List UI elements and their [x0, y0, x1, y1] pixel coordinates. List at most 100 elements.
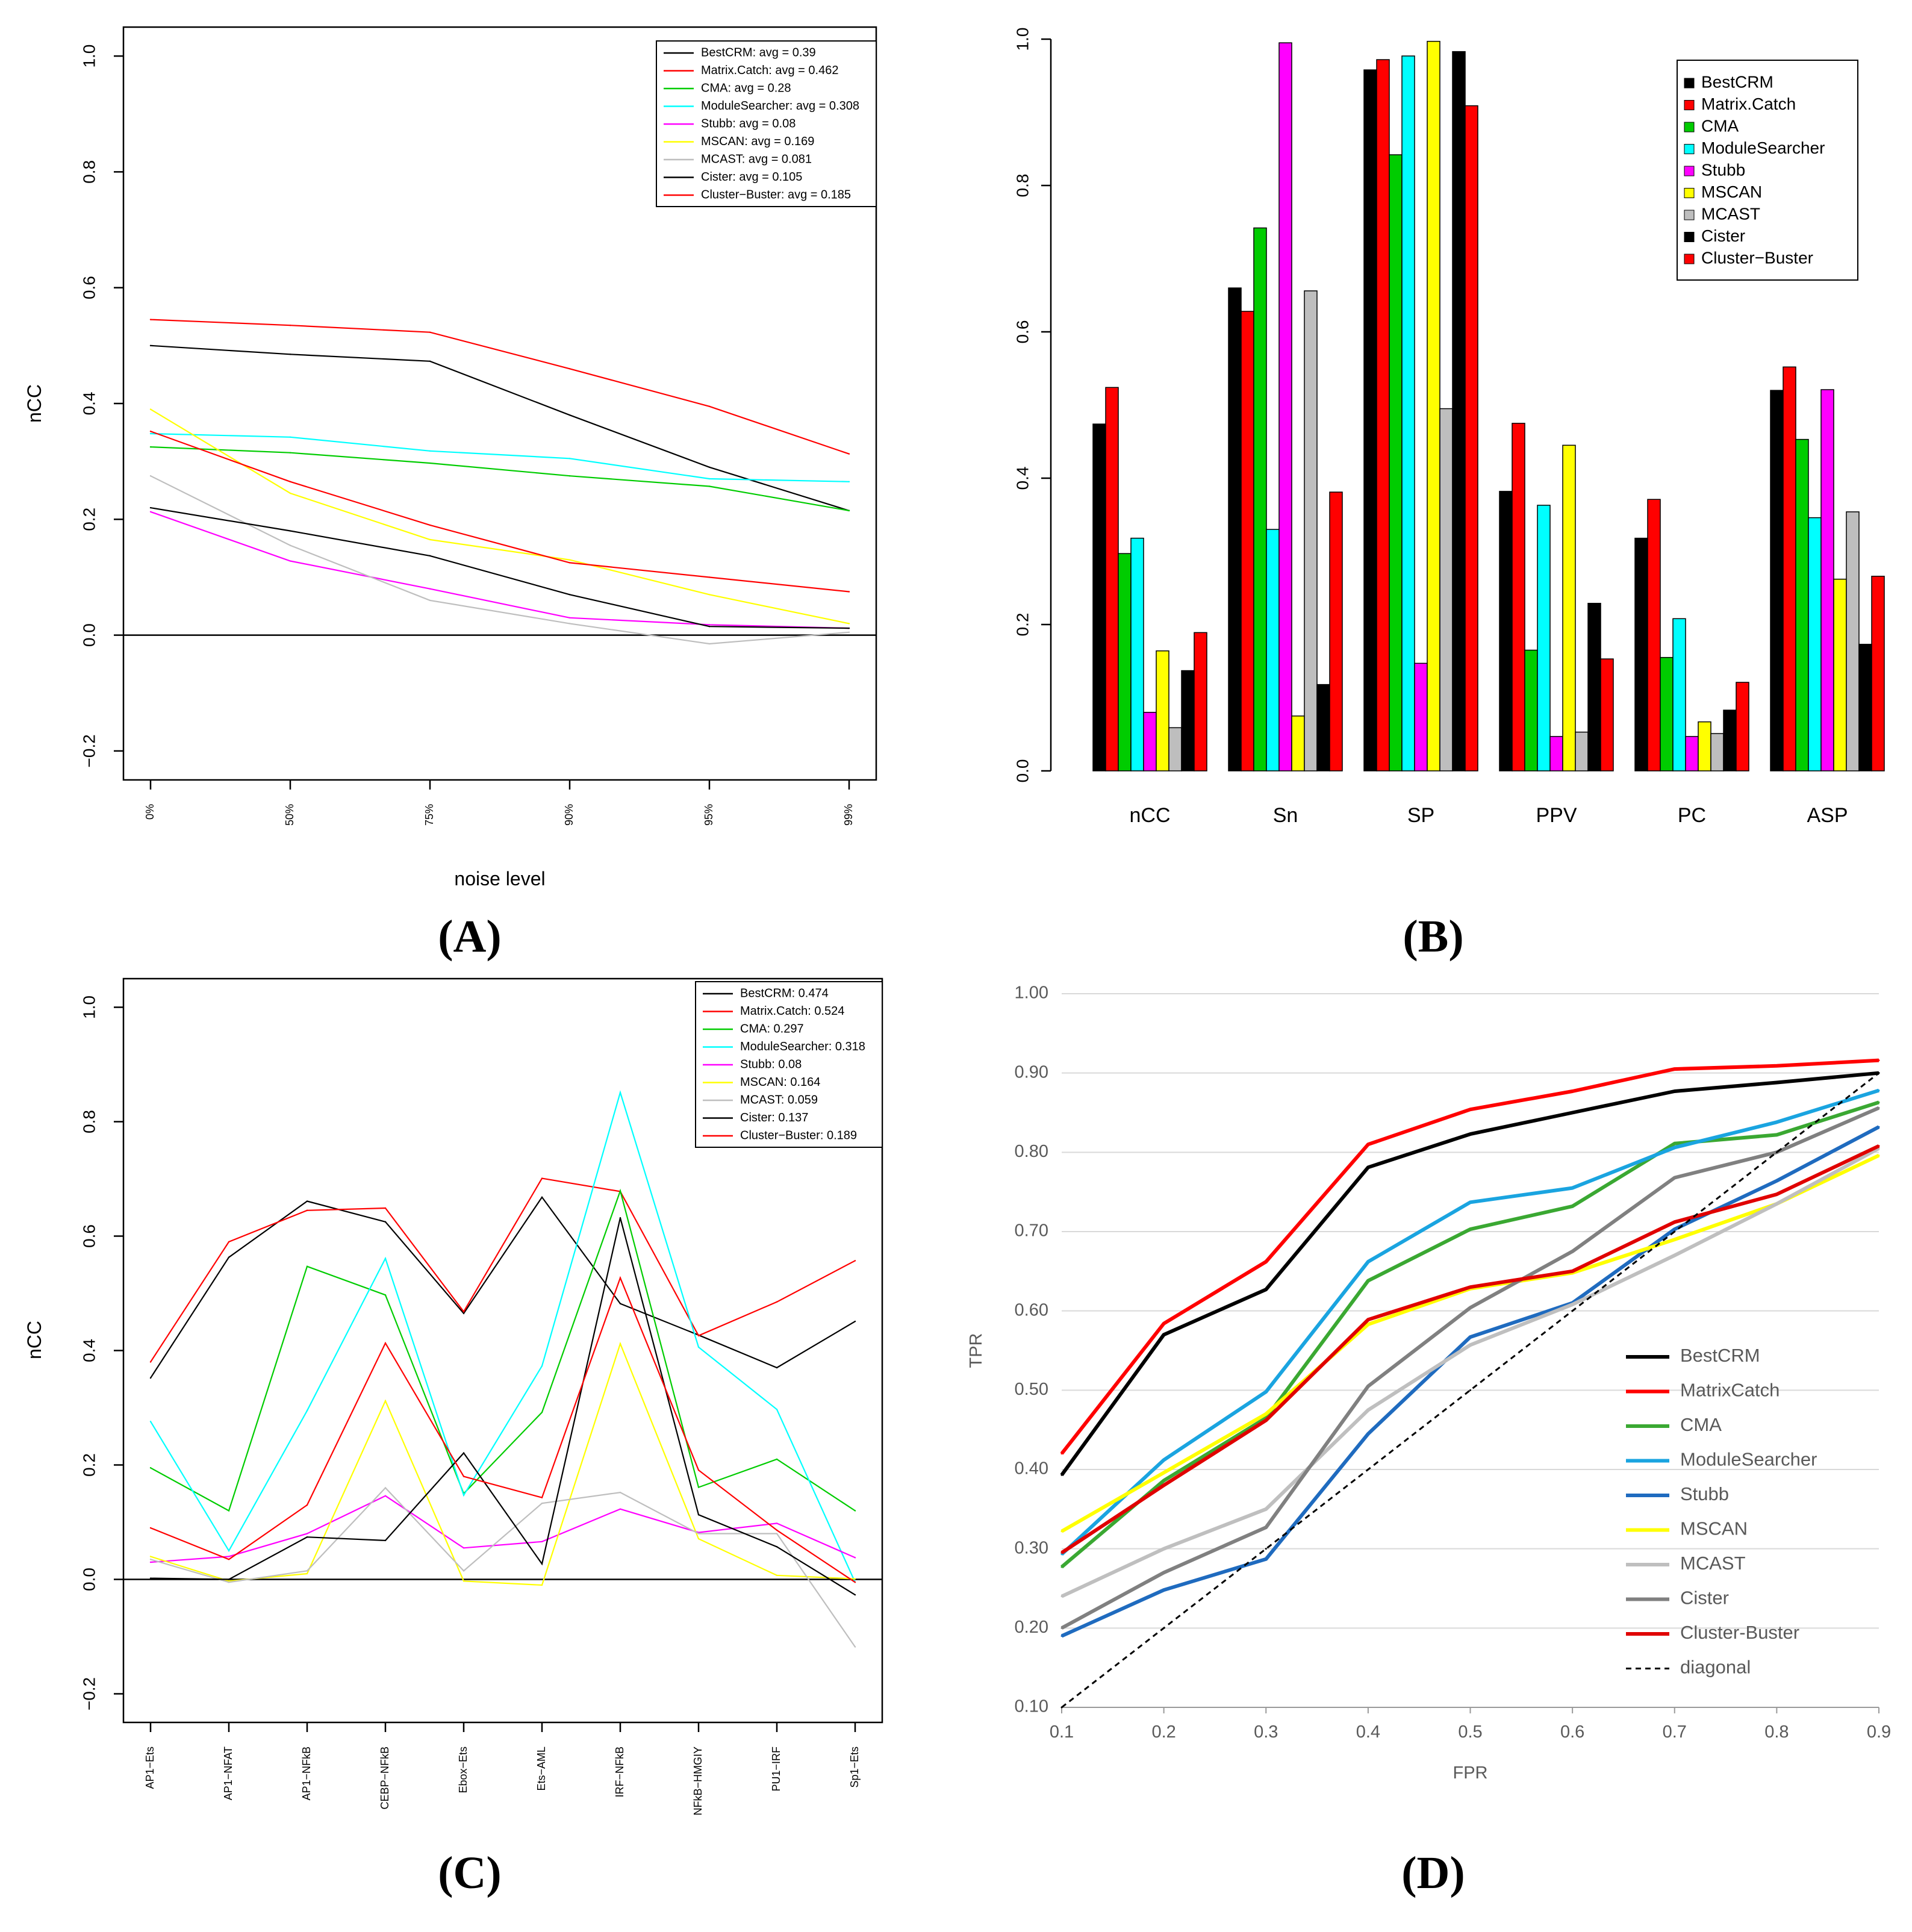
- y-tick-label: 1.0: [1013, 28, 1032, 51]
- data-point: [228, 1241, 230, 1243]
- data-point: [429, 588, 431, 590]
- data-point: [541, 1177, 543, 1179]
- data-point: [541, 1563, 543, 1565]
- data-point: [619, 1190, 621, 1192]
- data-point: [462, 1547, 465, 1549]
- data-point: [1367, 1385, 1369, 1388]
- data-point: [708, 478, 711, 480]
- legend-label: CMA: 0.297: [740, 1022, 804, 1035]
- data-point: [1878, 1072, 1880, 1074]
- y-tick-label: 1.0: [79, 996, 98, 1019]
- panel-label: (A): [438, 911, 502, 962]
- data-point: [1367, 1260, 1369, 1263]
- bar: [1660, 656, 1674, 771]
- legend-label: MCAST: [1680, 1553, 1746, 1574]
- data-point: [289, 481, 291, 483]
- data-point: [149, 430, 152, 432]
- legend-label: MSCAN: [1680, 1518, 1748, 1539]
- x-tick-label: 50%: [284, 804, 296, 826]
- bar: [1329, 491, 1343, 771]
- x-category-label: PC: [1678, 804, 1706, 827]
- series-line-2: [150, 446, 850, 511]
- data-point: [149, 1361, 152, 1363]
- x-category-label: Sn: [1273, 804, 1298, 827]
- legend-swatch: [1684, 254, 1695, 264]
- series-line-2: [1060, 1100, 1879, 1569]
- data-point: [1163, 1627, 1165, 1629]
- data-point: [306, 1209, 308, 1211]
- bar: [1647, 499, 1661, 771]
- series-line-4: [150, 511, 850, 629]
- legend-swatch: [1684, 210, 1695, 220]
- data-point: [1469, 1389, 1471, 1391]
- y-tick-label: 0.8: [1013, 174, 1032, 198]
- data-point: [384, 1221, 387, 1223]
- data-point: [289, 544, 291, 546]
- data-point: [776, 1366, 778, 1369]
- bar: [1291, 715, 1305, 771]
- data-point: [541, 1584, 543, 1586]
- bar: [1512, 423, 1525, 771]
- data-point: [776, 1546, 778, 1548]
- data-point: [1878, 1059, 1880, 1062]
- data-point: [1571, 1270, 1574, 1273]
- data-point: [1674, 1228, 1676, 1230]
- legend-label: ModuleSearcher: avg = 0.308: [701, 99, 859, 113]
- data-point: [228, 1550, 230, 1552]
- x-tick-label: 95%: [703, 804, 715, 826]
- data-point: [462, 1580, 465, 1582]
- data-point: [541, 1502, 543, 1504]
- bar: [1228, 287, 1242, 771]
- data-point: [429, 360, 431, 363]
- data-point: [1469, 1133, 1471, 1135]
- data-point: [568, 562, 571, 564]
- x-category-label: PPV: [1536, 804, 1577, 827]
- legend-label: BestCRM: avg = 0.39: [701, 46, 816, 59]
- x-tick-label: AP1−NFAT: [222, 1747, 234, 1800]
- data-point: [1571, 1187, 1574, 1189]
- y-tick-label: 0.10: [1015, 1697, 1048, 1716]
- data-point: [1571, 1250, 1574, 1253]
- data-point: [228, 1256, 230, 1258]
- bar: [1600, 658, 1614, 771]
- bar: [1439, 408, 1453, 771]
- data-point: [306, 1536, 308, 1538]
- data-point: [228, 1556, 230, 1557]
- bar: [1376, 59, 1390, 771]
- data-point: [1367, 1280, 1369, 1282]
- data-point: [776, 1458, 778, 1460]
- legend-label: Stubb: [1701, 160, 1745, 179]
- bar: [1858, 644, 1872, 771]
- data-point: [776, 1301, 778, 1303]
- bar: [1710, 733, 1724, 771]
- data-point: [619, 1303, 621, 1304]
- bar: [1316, 684, 1330, 771]
- x-tick-label: Sp1−Ets: [849, 1747, 861, 1788]
- y-tick-label: 0.2: [1013, 613, 1032, 637]
- legend-swatch: [1684, 232, 1695, 242]
- data-point: [462, 1570, 465, 1572]
- data-point: [1163, 1323, 1165, 1325]
- data-point: [697, 1538, 700, 1540]
- y-tick-label: −0.2: [79, 1677, 98, 1710]
- data-point: [1163, 1484, 1165, 1486]
- data-point: [708, 485, 711, 487]
- data-point: [1265, 1413, 1267, 1415]
- legend-label: MatrixCatch: [1680, 1380, 1780, 1401]
- bar: [1562, 444, 1576, 771]
- legend-swatch: [1684, 188, 1695, 198]
- data-point: [1367, 1143, 1369, 1145]
- legend-label: CMA: avg = 0.28: [701, 81, 791, 95]
- bar: [1587, 603, 1601, 771]
- data-point: [1775, 1203, 1778, 1205]
- data-point: [149, 344, 152, 347]
- legend-label: Cister: avg = 0.105: [701, 170, 802, 184]
- x-tick-label: CEBP−NFkB: [379, 1747, 391, 1810]
- panel-a: −0.2 0.0 0.2 0.4 0.6 0.8 1.0 0% 50% 75% 90% 95% 99% n…: [23, 26, 877, 962]
- legend-label: BestCRM: [1701, 72, 1773, 91]
- data-point: [619, 1342, 621, 1345]
- bar: [1181, 670, 1195, 771]
- legend-box: [1677, 60, 1858, 281]
- data-point: [697, 1533, 700, 1535]
- x-tick-label: 0.4: [1356, 1722, 1380, 1742]
